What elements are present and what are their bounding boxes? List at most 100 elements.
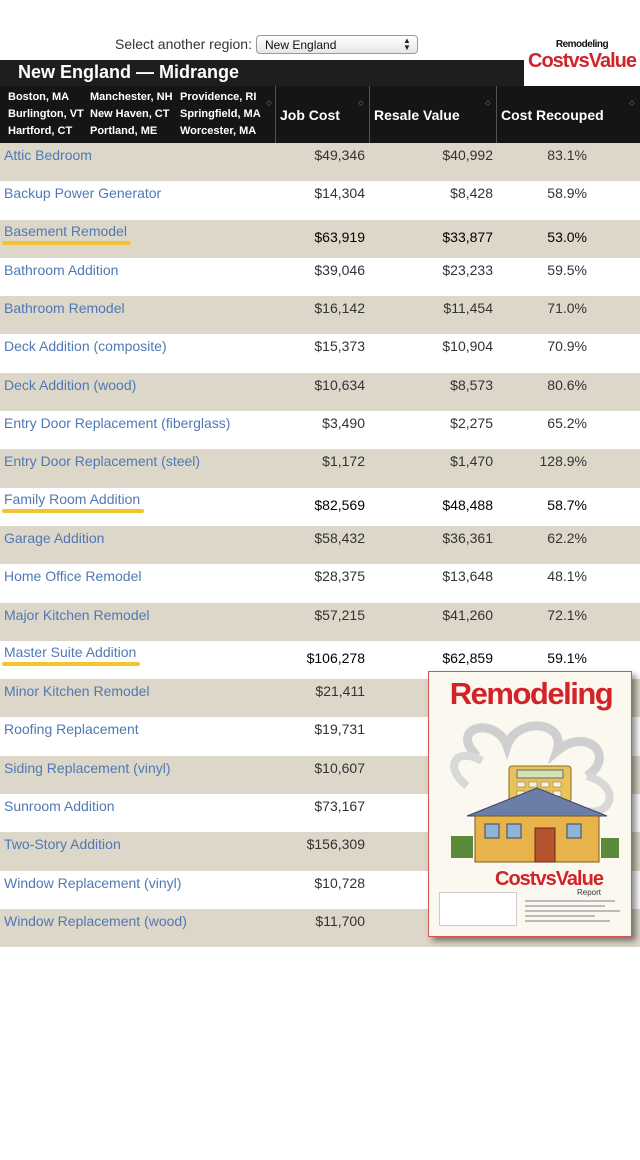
job-cost-cell: $82,569 [314,496,365,513]
project-link[interactable]: Master Suite Addition [1,643,141,666]
cost-vs-value-logo: Remodeling CostvsValue [524,38,640,76]
table-row: Deck Addition (composite) $15,373 $10,90… [0,334,640,373]
column-label: Cost Recouped [501,107,604,123]
cost-recouped-cell: 83.1% [547,147,587,163]
project-link[interactable]: Sunroom Addition [4,798,115,815]
job-cost-cell: $49,346 [314,147,365,163]
region-select-value: New England [265,38,337,52]
job-cost-cell: $63,919 [314,228,365,245]
cost-recouped-cell: 53.0% [547,228,587,245]
logo-big-text: CostvsValue [528,50,637,72]
job-cost-cell: $106,278 [306,649,365,666]
project-link[interactable]: Entry Door Replacement (fiberglass) [4,415,231,432]
job-cost-cell: $19,731 [314,721,365,738]
project-link[interactable]: Deck Addition (composite) [4,338,167,355]
resale-value-cell: $48,488 [442,496,493,513]
city-item: Manchester, NH [90,91,173,103]
logo-small-text: Remodeling [555,39,609,50]
project-link[interactable]: Siding Replacement (vinyl) [4,759,171,776]
city-item: Worcester, MA [180,125,257,137]
cost-recouped-cell: 62.2% [547,529,587,546]
project-link[interactable]: Deck Addition (wood) [4,376,137,393]
column-header-resale-value[interactable]: Resale Value ◇ [369,86,496,143]
sort-icon: ◇ [485,100,491,107]
column-header-job-cost[interactable]: Job Cost ◇ [275,86,369,143]
table-row: Home Office Remodel $28,375 $13,648 48.1… [0,564,640,603]
city-item: New Haven, CT [90,108,170,120]
project-link[interactable]: Backup Power Generator [4,185,162,202]
job-cost-cell: $156,309 [306,836,365,853]
table-row: Bathroom Addition $39,046 $23,233 59.5% [0,257,640,297]
job-cost-cell: $11,700 [315,912,365,929]
cost-recouped-cell: 58.9% [547,185,587,202]
project-link[interactable]: Bathroom Addition [4,261,119,278]
job-cost-cell: $10,728 [314,874,365,891]
project-link[interactable]: Basement Remodel [2,222,131,245]
cost-recouped-cell: 59.5% [547,261,587,278]
cost-recouped-cell: 70.9% [547,338,587,355]
project-link[interactable]: Roofing Replacement [4,721,139,738]
city-item: Portland, ME [90,125,158,137]
city-item: Springfield, MA [180,108,261,120]
cost-recouped-cell: 58.7% [547,496,587,513]
resale-value-cell: $8,428 [450,185,493,202]
job-cost-cell: $28,375 [314,568,365,585]
city-item: Providence, RI [180,91,257,103]
title-bar: New England — Midrange [0,60,524,86]
magazine-cost-vs-value-logo: CostvsValue [495,868,604,890]
table-row: Basement Remodel $63,919 $33,877 53.0% [0,219,640,258]
resale-value-cell: $62,859 [442,649,493,666]
cost-recouped-cell: 80.6% [547,376,587,393]
city-item: Hartford, CT [8,125,73,137]
job-cost-cell: $58,432 [314,529,365,546]
resale-value-cell: $10,904 [442,338,493,355]
project-link[interactable]: Window Replacement (wood) [4,912,187,929]
project-link[interactable]: Garage Addition [4,529,105,546]
project-link[interactable]: Entry Door Replacement (steel) [4,453,201,470]
table-row: Bathroom Remodel $16,142 $11,454 71.0% [0,296,640,335]
resale-value-cell: $2,275 [450,415,493,432]
city-item: Boston, MA [8,91,70,103]
city-list: Boston, MA Manchester, NH Providence, RI… [0,86,275,143]
table-row: Major Kitchen Remodel $57,215 $41,260 72… [0,602,640,641]
magazine-report-label: Report [577,888,602,897]
project-link[interactable]: Family Room Addition [1,490,145,513]
project-link[interactable]: Major Kitchen Remodel [4,606,150,623]
region-selector-bar: Select another region: New England ▲ ▼ [0,34,640,56]
magazine-cover-text [525,900,625,925]
magazine-cover-image[interactable]: Remodeling CostvsVal [428,671,632,937]
resale-value-cell: $23,233 [442,261,493,278]
resale-value-cell: $36,361 [442,529,493,546]
project-link[interactable]: Home Office Remodel [4,568,142,585]
job-cost-cell: $14,304 [314,185,365,202]
table-header: Boston, MA Manchester, NH Providence, RI… [0,86,640,143]
region-selector-label: Select another region: [115,36,252,52]
region-select-dropdown[interactable]: New England ▲ ▼ [256,35,418,54]
table-row: Backup Power Generator $14,304 $8,428 58… [0,181,640,220]
job-cost-cell: $16,142 [314,300,365,317]
select-arrows-icon: ▲ ▼ [403,36,411,52]
job-cost-cell: $39,046 [314,261,365,278]
project-link[interactable]: Bathroom Remodel [4,300,125,317]
job-cost-cell: $3,490 [322,415,365,432]
city-item: Burlington, VT [8,108,84,120]
cost-recouped-cell: 128.9% [539,453,587,470]
sort-icon[interactable]: ◇ [266,100,272,107]
sort-icon: ◇ [629,100,635,107]
magazine-title: Remodeling [449,676,614,711]
table-row: Garage Addition $58,432 $36,361 62.2% [0,525,640,565]
column-header-cost-recouped[interactable]: Cost Recouped ◇ [496,86,640,143]
project-link[interactable]: Attic Bedroom [4,147,92,163]
table-row: Deck Addition (wood) $10,634 $8,573 80.6… [0,372,640,412]
project-link[interactable]: Minor Kitchen Remodel [4,683,150,700]
project-link[interactable]: Two-Story Addition [4,836,121,853]
resale-value-cell: $8,573 [450,376,493,393]
job-cost-cell: $10,634 [314,376,365,393]
page-title: New England — Midrange [18,62,240,82]
column-label: Job Cost [280,107,340,123]
job-cost-cell: $21,411 [315,683,365,700]
table-row: Entry Door Replacement (steel) $1,172 $1… [0,449,640,488]
resale-value-cell: $40,992 [442,147,493,163]
project-link[interactable]: Window Replacement (vinyl) [4,874,182,891]
resale-value-cell: $33,877 [442,228,493,245]
